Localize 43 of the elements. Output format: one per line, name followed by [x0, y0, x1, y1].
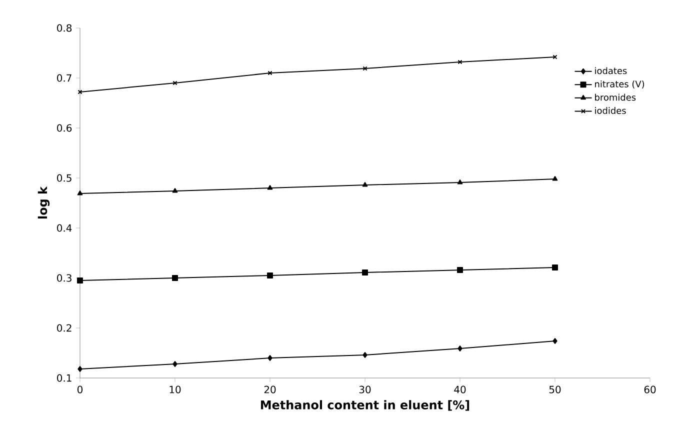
point: [172, 275, 178, 281]
x-axis-title: Methanol content in eluent [%]: [260, 400, 470, 411]
x-tick-label: 0: [77, 386, 83, 394]
point: [458, 60, 462, 64]
point: [78, 366, 82, 372]
point: [552, 264, 558, 270]
legend-label: nitrates (V): [595, 80, 644, 88]
point: [457, 180, 463, 184]
point: [172, 80, 178, 86]
y-tick-label: 0.5: [57, 174, 72, 182]
point: [458, 346, 462, 352]
x-tick-label: 10: [170, 386, 181, 394]
point: [552, 338, 558, 344]
y-axis-title: log k: [38, 186, 50, 218]
point: [77, 190, 83, 196]
point: [362, 66, 368, 71]
point: [172, 188, 178, 193]
point: [362, 352, 368, 358]
x-tick-label: 20: [264, 386, 276, 394]
y-tick-label: 0.4: [57, 224, 72, 232]
x-tick-label: 60: [644, 386, 656, 394]
point: [267, 185, 273, 190]
y-tick-label: 0.7: [57, 74, 72, 82]
legend-label: iodides: [595, 107, 626, 114]
x-tick-label: 50: [549, 386, 561, 394]
point: [362, 270, 368, 276]
y-tick-label: 0.3: [57, 274, 72, 282]
y-tick-label: 0.2: [57, 324, 72, 332]
point: [552, 176, 558, 181]
point: [362, 182, 368, 187]
point: [268, 70, 272, 76]
y-tick-label: 0.1: [57, 374, 72, 382]
y-tick-label: 0.8: [57, 24, 72, 32]
x-tick-label: 40: [454, 386, 466, 394]
y-tick-label: 0.6: [57, 124, 72, 132]
point: [77, 278, 83, 284]
point: [267, 272, 273, 278]
point: [172, 361, 178, 367]
x-tick-label: 30: [359, 386, 371, 394]
legend-label: iodates: [595, 67, 627, 74]
legend-label: bromides: [595, 94, 636, 101]
point: [457, 267, 463, 273]
point: [268, 355, 272, 361]
